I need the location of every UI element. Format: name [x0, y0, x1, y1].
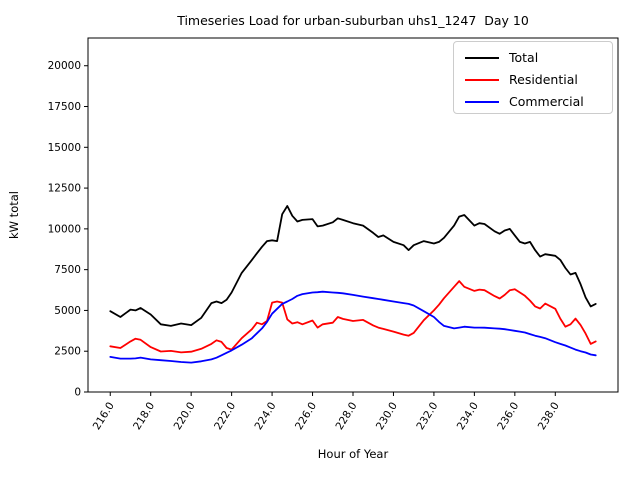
legend: Total Residential Commercial: [453, 41, 613, 114]
y-tick-label: 2500: [54, 346, 81, 358]
x-tick-label: 232.0: [414, 400, 440, 432]
x-tick-label: 220.0: [172, 400, 198, 432]
legend-line-sample: [465, 79, 499, 81]
x-tick-label: 238.0: [536, 400, 562, 432]
y-tick-label: 10000: [48, 223, 81, 235]
y-tick-label: 12500: [48, 183, 81, 195]
legend-item-residential: Residential: [465, 69, 612, 91]
x-axis-label: Hour of Year: [317, 447, 389, 461]
x-tick-label: 224.0: [253, 400, 279, 432]
legend-label: Total: [509, 49, 539, 65]
legend-label: Commercial: [509, 93, 584, 109]
x-tick-label: 228.0: [333, 400, 359, 432]
series-line-commercial: [109, 290, 597, 364]
legend-item-commercial: Commercial: [465, 91, 612, 113]
legend-line-sample: [465, 57, 499, 59]
series-line-residential: [109, 280, 597, 354]
y-tick-label: 15000: [48, 142, 81, 154]
series-line-total: [109, 205, 597, 327]
chart-title: Timeseries Load for urban-suburban uhs1_…: [177, 13, 529, 28]
y-tick-label: 0: [74, 387, 81, 399]
y-tick-label: 17500: [48, 101, 81, 113]
y-tick-label: 5000: [54, 305, 81, 317]
x-tick-label: 230.0: [374, 400, 400, 432]
legend-line-sample: [465, 101, 499, 103]
x-tick-label: 226.0: [293, 400, 319, 432]
x-tick-label: 234.0: [455, 400, 481, 432]
x-tick-label: 218.0: [131, 400, 157, 432]
y-tick-label: 7500: [54, 264, 81, 276]
x-tick-label: 222.0: [212, 400, 238, 432]
legend-item-total: Total: [465, 47, 612, 69]
legend-label: Residential: [509, 71, 578, 87]
y-tick-label: 20000: [48, 60, 81, 72]
x-tick-label: 216.0: [91, 400, 117, 432]
x-tick-label: 236.0: [495, 400, 521, 432]
